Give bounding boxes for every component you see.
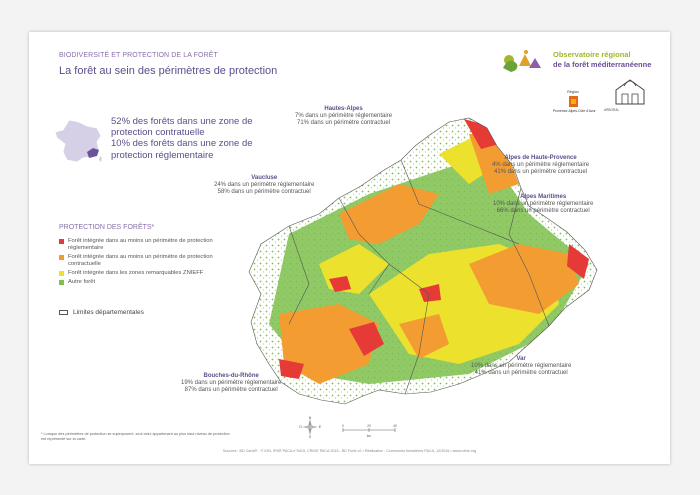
france-locator-map	[54, 119, 102, 163]
scale-tick-20: 20	[367, 424, 371, 428]
footnote: * Lorsque des périmètres de protection s…	[41, 432, 230, 441]
building-label: ARBORAL	[604, 108, 620, 112]
logo-icon	[503, 50, 541, 72]
dept-bouches-du-rhone: Bouches-du-Rhône 19% dans un périmètre r…	[181, 373, 281, 395]
stat-line3: 10% des forêts dans une zone de	[111, 138, 253, 150]
map-sheet: BIODIVERSITÉ ET PROTECTION DE LA FORÊT L…	[29, 32, 670, 464]
scale-tick-40: 40	[393, 424, 397, 428]
legend-swatch-other	[59, 280, 64, 285]
legend-swatch-znieff	[59, 271, 64, 276]
paca-forest-map	[248, 117, 598, 405]
dept-reg: 10% dans un périmètre réglementaire	[471, 363, 572, 370]
dept-contract: 71% dans un périmètre contractuel	[297, 120, 391, 127]
dept-contract: 41% dans un périmètre contractuel	[474, 370, 568, 377]
region-label: Région	[567, 90, 579, 94]
legend-item: Autre forêt	[59, 279, 229, 286]
dept-var: Var 10% dans un périmètre réglementaire …	[471, 356, 571, 378]
dept-name: Hautes-Alpes	[324, 106, 363, 112]
header-kicker: BIODIVERSITÉ ET PROTECTION DE LA FORÊT	[59, 52, 218, 59]
legend-title: PROTECTION DES FORÊTS*	[59, 224, 155, 231]
legend-limits: Limites départementales	[59, 309, 144, 316]
stat-line4: protection réglementaire	[111, 149, 214, 161]
legend-label: Forêt intégrée dans au moins un périmètr…	[68, 238, 213, 251]
observatoire-logo: Observatoire régional de la forêt médite…	[499, 46, 659, 76]
region-logo: Région Provence-Alpes-Côte d'Azur	[553, 90, 596, 113]
dept-reg: 19% dans un périmètre réglementaire	[181, 380, 282, 387]
scale-unit: km	[367, 434, 372, 438]
logo-line1: Observatoire régional	[553, 50, 631, 59]
dept-alpes-haute-provence: Alpes de Haute-Provence 4% dans un périm…	[492, 155, 589, 177]
legend-swatch-contractual	[59, 255, 64, 260]
legend-item: Forêt intégrée dans au moins un périmètr…	[59, 254, 229, 268]
stat-line2: protection contratuelle	[111, 127, 205, 139]
compass-n: N	[309, 416, 312, 420]
legend-swatch-regulatory	[59, 239, 64, 244]
building-icon	[615, 79, 645, 105]
dept-reg: 10% dans un périmètre réglementaire	[493, 201, 594, 208]
forest-stats: 52% des forêts dans une zone de protecti…	[111, 116, 271, 161]
legend-label: Autre forêt	[68, 279, 96, 285]
legend-label: Forêt intégrée dans les zones remarquabl…	[68, 270, 204, 276]
dept-name: Var	[516, 356, 526, 362]
dept-hautes-alpes: Hautes-Alpes 7% dans un périmètre réglem…	[295, 106, 392, 128]
compass-w: O	[299, 425, 302, 429]
dept-contract: 41% dans un périmètre contractuel	[494, 169, 588, 176]
dept-reg: 24% dans un périmètre réglementaire	[214, 182, 315, 189]
legend-item: Forêt intégrée dans les zones remarquabl…	[59, 270, 229, 277]
stat-line1: 52% des forêts dans une zone de	[111, 116, 253, 127]
legend-label: Forêt intégrée dans au moins un périmètr…	[68, 254, 213, 267]
dept-vaucluse: Vaucluse 24% dans un périmètre réglement…	[214, 175, 314, 197]
dept-name: Bouches-du-Rhône	[203, 373, 259, 379]
scale-bar: 0 20 40 km	[342, 424, 397, 438]
page-title: La forêt au sein des périmètres de prote…	[59, 65, 278, 77]
dept-contract: 66% dans un périmètre contractuel	[496, 208, 590, 215]
legend: Forêt intégrée dans au moins un périmètr…	[59, 238, 229, 288]
compass-s: S	[309, 435, 312, 438]
legend-item: Forêt intégrée dans au moins un périmètr…	[59, 238, 229, 252]
scale-tick-0: 0	[342, 424, 344, 428]
compass-e: E	[319, 425, 321, 429]
department-limits	[248, 117, 598, 405]
dept-alpes-maritimes: Alpes Maritimes 10% dans un périmètre ré…	[493, 194, 593, 216]
dept-contract: 87% dans un périmètre contractuel	[184, 387, 278, 394]
region-flag-icon	[568, 96, 578, 107]
dept-reg: 7% dans un périmètre réglementaire	[295, 113, 393, 120]
forest-cover	[249, 118, 597, 404]
dept-name: Alpes Maritimes	[520, 194, 567, 200]
sources: Sources : BD Carto® - © IGN, IFN® PACA n…	[222, 449, 477, 453]
dept-contract: 58% dans un périmètre contractuel	[217, 189, 311, 196]
limits-label: Limites départementales	[73, 309, 144, 316]
dept-name: Vaucluse	[251, 175, 278, 181]
region-name: Provence-Alpes-Côte d'Azur	[553, 109, 596, 113]
dept-name: Alpes de Haute-Provence	[504, 155, 577, 161]
compass-icon: N S E O	[299, 416, 321, 438]
limits-swatch	[59, 310, 68, 315]
logo-line2: de la forêt méditerranéenne	[553, 60, 652, 69]
dept-reg: 4% dans un périmètre réglementaire	[492, 162, 590, 169]
